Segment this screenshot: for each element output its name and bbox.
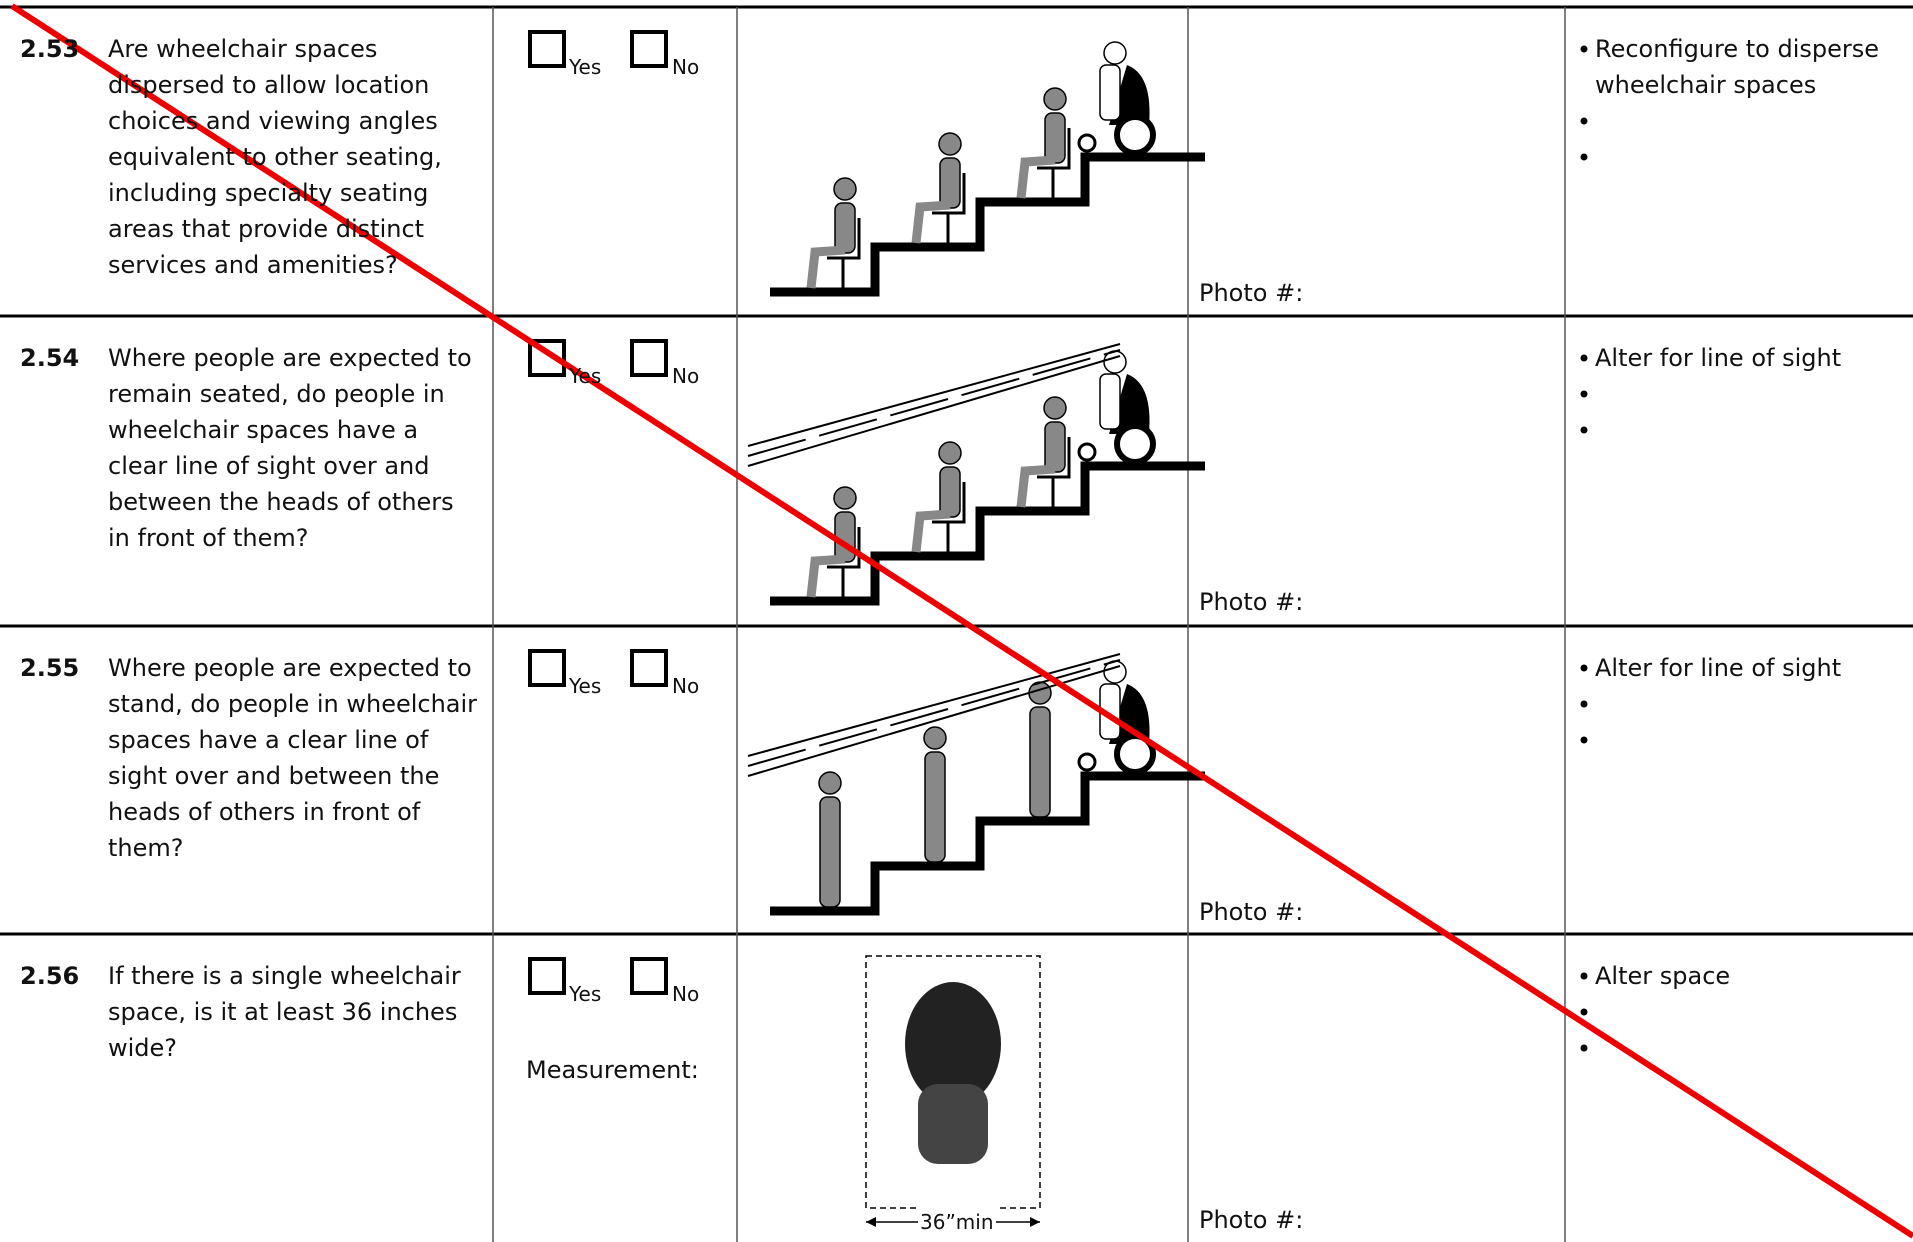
sight-line — [747, 343, 1121, 447]
bullet — [1580, 1008, 1588, 1016]
seat — [932, 173, 966, 243]
figure-body — [1029, 706, 1051, 818]
wheelchair-user — [1099, 373, 1121, 430]
figure-head — [923, 726, 947, 750]
yes-label: Yes — [569, 982, 602, 1006]
sight-line — [747, 653, 1121, 757]
sight-line — [747, 349, 1121, 457]
figure-body — [924, 751, 946, 863]
photo-label: Photo #: — [1199, 1206, 1304, 1234]
figure-head — [1043, 87, 1067, 111]
wheel — [1077, 752, 1097, 772]
bullet — [1580, 45, 1588, 53]
figure-body — [939, 157, 961, 209]
bullet — [1580, 153, 1588, 161]
sight-line — [747, 659, 1121, 767]
seat — [932, 482, 966, 552]
figure-head — [833, 177, 857, 201]
bullet — [1580, 700, 1588, 708]
question: Where people are expected to remain seat… — [108, 344, 472, 552]
checkbox — [528, 649, 566, 687]
no-label: No — [672, 674, 700, 698]
recommendation: Alter space — [1595, 962, 1731, 990]
yes-label: Yes — [569, 674, 602, 698]
figure-legs — [1016, 155, 1056, 199]
bullet — [1580, 354, 1588, 362]
figure-head — [1028, 681, 1052, 705]
yes-label: Yes — [569, 364, 602, 388]
figure-head — [1043, 396, 1067, 420]
recommendation: Reconfigure to disperse wheelchair space… — [1595, 35, 1880, 99]
wheelchair-top-view — [918, 1084, 988, 1164]
bullet — [1580, 1044, 1588, 1052]
sight-line — [747, 355, 1121, 467]
figure-legs — [1016, 464, 1056, 508]
item-number: 2.54 — [20, 344, 80, 372]
photo-label: Photo #: — [1199, 898, 1304, 926]
cross-out-line — [10, 3, 1913, 1239]
question: Are wheelchair spaces dispersed to allow… — [108, 35, 442, 279]
figure-body — [939, 466, 961, 518]
wheelchair-top-view — [905, 982, 1001, 1106]
stairs — [770, 461, 1205, 606]
recommendation: Alter for line of sight — [1595, 344, 1842, 372]
item-number: 2.55 — [20, 654, 80, 682]
no-label: No — [672, 982, 700, 1006]
dimension-label: 36”min — [918, 1204, 996, 1240]
yes-label: Yes — [569, 55, 602, 79]
bullet — [1580, 390, 1588, 398]
no-label: No — [672, 55, 700, 79]
figure-legs — [911, 200, 951, 244]
figure-body — [819, 796, 841, 908]
figure-legs — [911, 509, 951, 553]
figure-head — [938, 441, 962, 465]
seat — [1037, 437, 1071, 507]
measurement-label: Measurement: — [526, 1056, 699, 1084]
bullet — [1580, 117, 1588, 125]
bullet — [1580, 736, 1588, 744]
item-number: 2.53 — [20, 35, 80, 63]
checkbox — [528, 30, 566, 68]
wheelchair-head — [1103, 41, 1127, 65]
photo-label: Photo #: — [1199, 588, 1304, 616]
stairs — [770, 152, 1205, 297]
question: Where people are expected to stand, do p… — [108, 654, 478, 862]
figure-head — [833, 486, 857, 510]
item-number: 2.56 — [20, 962, 80, 990]
bullet — [1580, 972, 1588, 980]
stairs — [770, 771, 1205, 916]
checkbox — [630, 339, 668, 377]
figure-legs — [806, 245, 846, 289]
bullet — [1580, 664, 1588, 672]
wheel — [1114, 423, 1156, 465]
wheelchair-user — [1099, 64, 1121, 121]
seat — [1037, 128, 1071, 198]
seat — [827, 527, 861, 597]
checkbox — [630, 30, 668, 68]
question: If there is a single wheelchair space, i… — [108, 962, 461, 1062]
recommendation: Alter for line of sight — [1595, 654, 1842, 682]
figure-head — [938, 132, 962, 156]
figure-body — [1044, 421, 1066, 473]
wheel — [1114, 114, 1156, 156]
photo-label: Photo #: — [1199, 279, 1304, 307]
wheel — [1077, 442, 1097, 462]
wheel — [1077, 133, 1097, 153]
figure-body — [834, 202, 856, 254]
checkbox — [528, 339, 566, 377]
seat — [827, 218, 861, 288]
checkbox — [630, 649, 668, 687]
no-label: No — [672, 364, 700, 388]
bullet — [1580, 426, 1588, 434]
figure-legs — [806, 554, 846, 598]
figure-head — [818, 771, 842, 795]
checkbox — [528, 957, 566, 995]
figure-body — [1044, 112, 1066, 164]
checkbox — [630, 957, 668, 995]
